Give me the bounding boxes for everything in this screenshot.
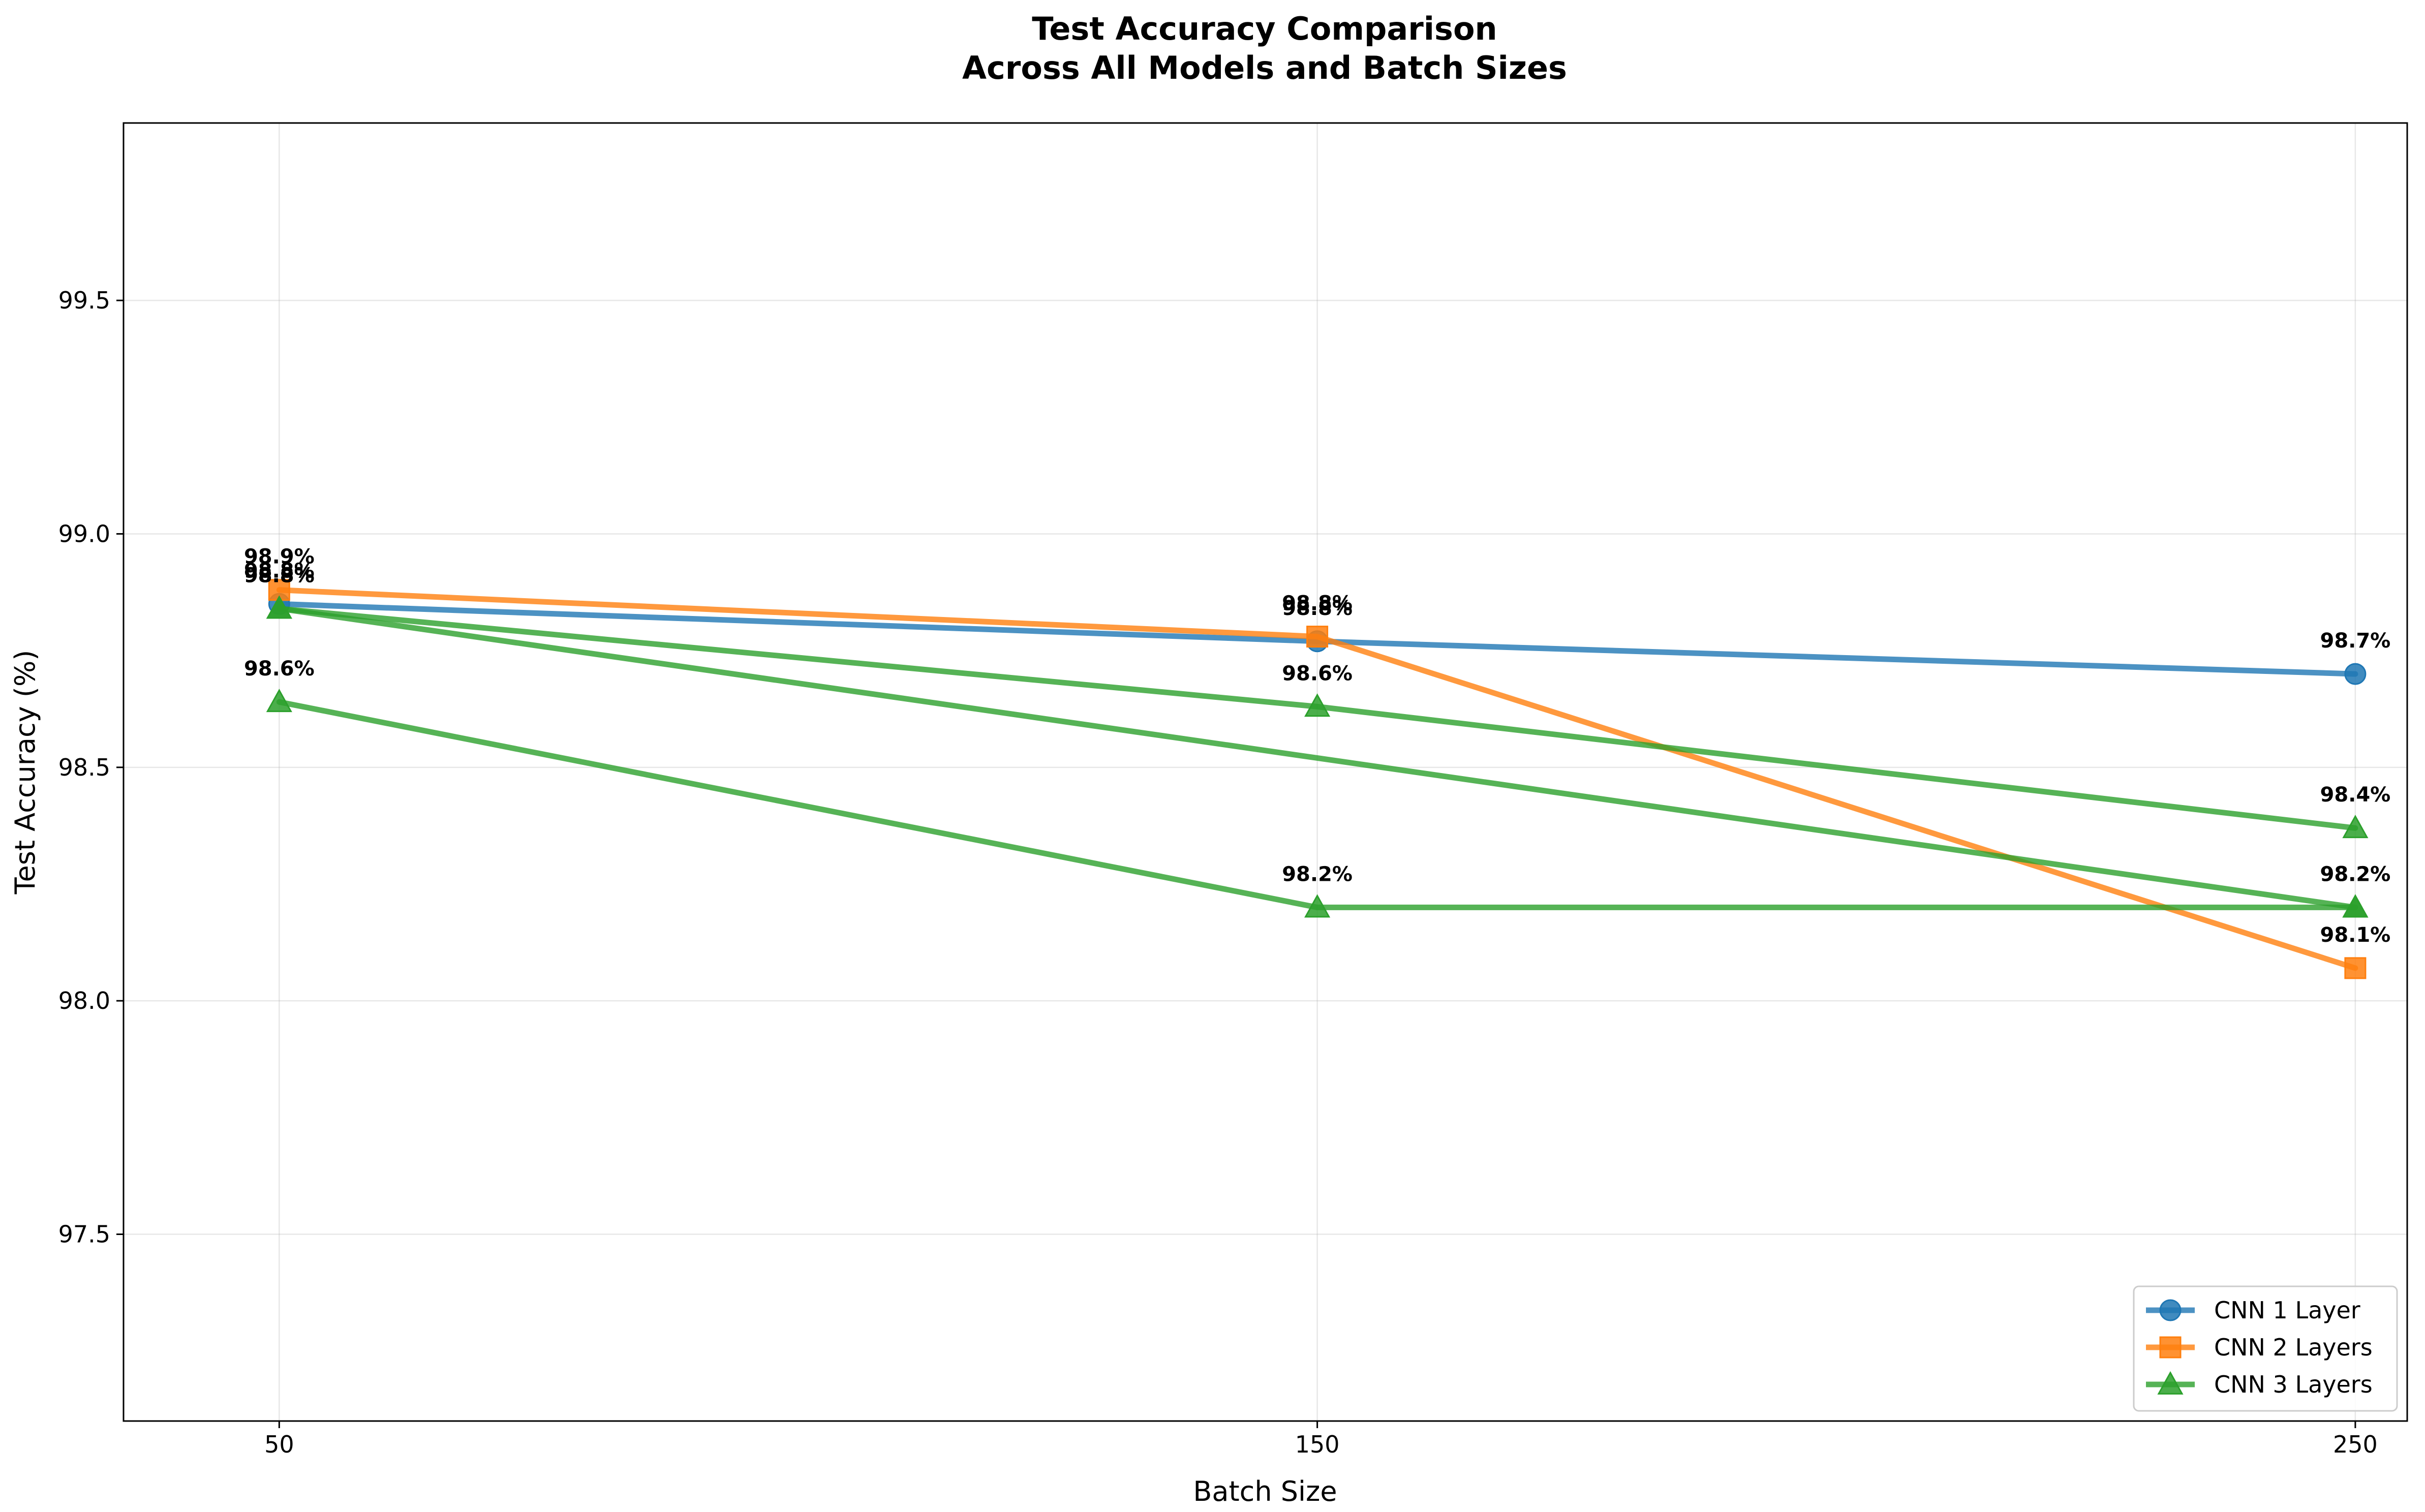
x-tick-label: 50 — [264, 1431, 294, 1458]
data-point — [2344, 663, 2367, 685]
data-label: 98.6% — [1282, 662, 1353, 685]
legend-marker — [2159, 1336, 2182, 1359]
data-point — [2342, 894, 2369, 918]
series-group — [266, 579, 2369, 979]
x-axis-label: Batch Size — [1193, 1475, 1337, 1507]
data-label: 98.8% — [244, 564, 315, 587]
legend-box — [2133, 1285, 2398, 1412]
data-label: 98.8% — [244, 564, 315, 587]
data-point — [266, 689, 292, 713]
data-label: 98.4% — [2320, 783, 2390, 807]
legend-label: CNN 3 Layers — [2214, 1371, 2373, 1398]
data-label: 98.2% — [2320, 862, 2390, 886]
y-axis-label: Test Accuracy (%) — [9, 650, 41, 895]
data-label: 98.2% — [2320, 862, 2390, 886]
data-label: 98.6% — [244, 657, 315, 681]
legend: CNN 1 Layer CNN 2 Layers CNN 3 Layers — [2133, 1285, 2398, 1412]
chart-title-line-2: Across All Models and Batch Sizes — [962, 49, 1567, 86]
data-label: 98.7% — [2320, 629, 2390, 653]
data-point — [2344, 957, 2367, 979]
data-point — [1304, 894, 1331, 918]
ticks: 50 150 250 97.5 98.0 98.5 99.0 99.5 — [58, 287, 2378, 1458]
legend-marker — [2159, 1299, 2182, 1321]
series-line — [276, 605, 2358, 910]
legend-marker — [2157, 1371, 2184, 1395]
legend-label: CNN 1 Layer — [2214, 1297, 2360, 1324]
y-tick-label: 98.5 — [58, 754, 110, 781]
y-tick-label: 98.0 — [58, 987, 110, 1014]
data-label: 98.2% — [1282, 862, 1353, 886]
data-point — [266, 595, 292, 619]
y-tick-label: 99.5 — [58, 287, 110, 314]
chart-title-line-1: Test Accuracy Comparison — [1032, 10, 1497, 47]
x-tick-label: 150 — [1295, 1431, 1340, 1458]
data-label: 98.8% — [244, 559, 315, 582]
legend-entry: CNN 2 Layers — [2146, 1334, 2373, 1361]
data-point — [2342, 815, 2369, 839]
grid — [124, 123, 2407, 1421]
y-tick-label: 99.0 — [58, 520, 110, 547]
data-label: 98.8% — [1282, 597, 1353, 620]
legend-entry: CNN 3 Layers — [2146, 1371, 2373, 1398]
legend-entry: CNN 1 Layer — [2146, 1297, 2360, 1324]
data-point — [1304, 693, 1331, 717]
data-label: 98.9% — [244, 545, 315, 569]
data-labels: 98.8%98.8%98.7%98.9%98.8%98.1%98.8%98.6%… — [244, 545, 2390, 947]
legend-label: CNN 2 Layers — [2214, 1334, 2373, 1361]
x-tick-label: 250 — [2333, 1431, 2378, 1458]
data-point — [1306, 626, 1329, 648]
y-tick-label: 97.5 — [58, 1221, 110, 1248]
plot-area-frame — [122, 122, 2408, 1422]
data-label: 98.8% — [1282, 592, 1353, 615]
series-5 — [266, 689, 2369, 918]
data-label: 98.1% — [2320, 923, 2390, 947]
